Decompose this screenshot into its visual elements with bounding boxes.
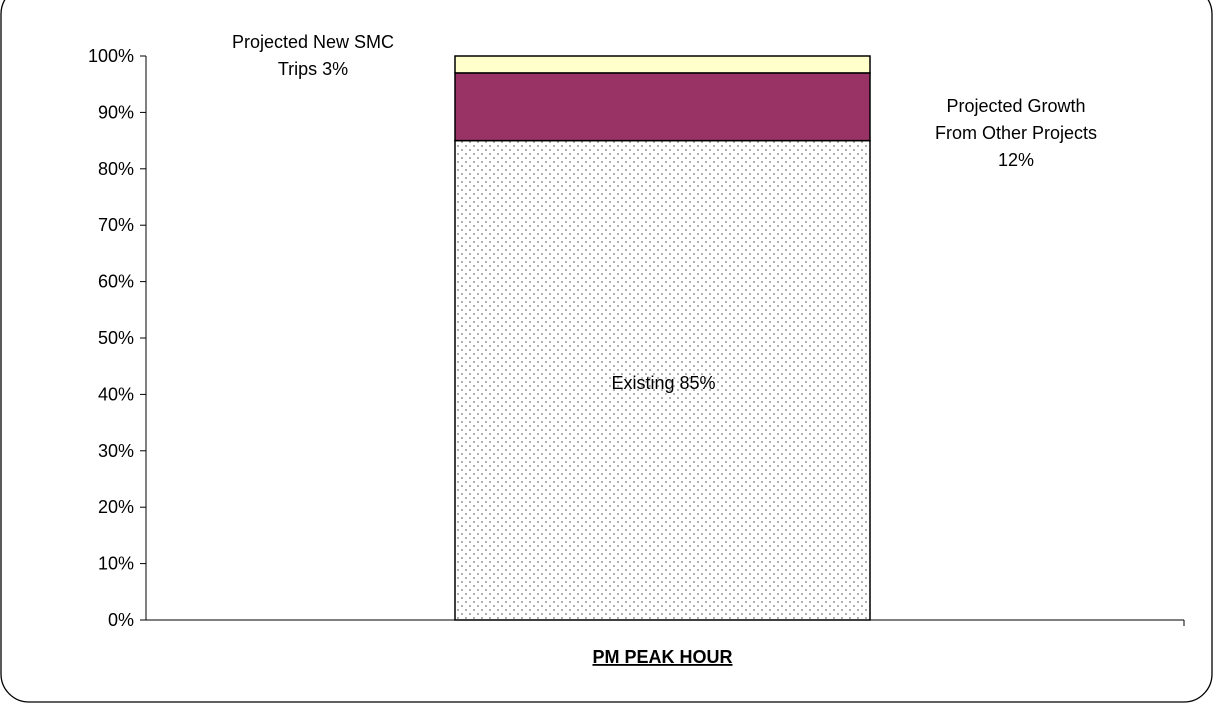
y-tick-label: 10%	[98, 554, 134, 574]
y-tick-label: 40%	[98, 384, 134, 404]
y-tick-label: 100%	[88, 46, 134, 66]
bar-segment-new-smc	[454, 55, 871, 74]
label-new-smc-line: Projected New SMC	[232, 32, 394, 52]
y-tick-label: 80%	[98, 159, 134, 179]
x-category-label: PM PEAK HOUR	[592, 647, 732, 667]
label-other-projects-line: Projected Growth	[946, 96, 1085, 116]
bar-segment-other-projects	[454, 72, 871, 142]
label-new-smc-line: Trips 3%	[278, 59, 348, 79]
label-new-smc: Projected New SMC Trips 3%	[232, 32, 394, 79]
label-other-projects: Projected Growth From Other Projects 12%	[935, 96, 1097, 170]
y-tick-label: 20%	[98, 497, 134, 517]
label-other-projects-line: 12%	[998, 150, 1034, 170]
y-tick-label: 60%	[98, 272, 134, 292]
y-tick-label: 0%	[108, 610, 134, 630]
y-tick-label: 70%	[98, 215, 134, 235]
y-tick-label: 50%	[98, 328, 134, 348]
bar-segment-existing	[454, 139, 871, 621]
label-existing-line: Existing 85%	[611, 373, 715, 393]
label-existing: Existing 85%	[611, 373, 715, 393]
label-other-projects-line: From Other Projects	[935, 123, 1097, 143]
y-tick-label: 90%	[98, 102, 134, 122]
y-tick-label: 30%	[98, 441, 134, 461]
